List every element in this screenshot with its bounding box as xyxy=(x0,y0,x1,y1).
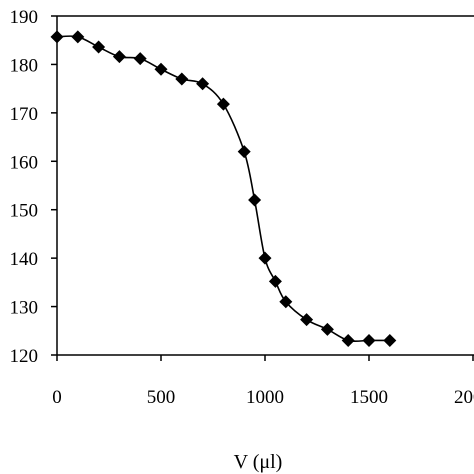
data-point xyxy=(175,72,189,86)
x-tick-label: 1000 xyxy=(246,387,284,408)
x-axis-title: V (μl) xyxy=(234,451,283,473)
x-tick-label: 500 xyxy=(147,387,176,408)
data-point xyxy=(216,97,230,111)
y-tick-label: 190 xyxy=(10,7,39,28)
y-tick-label: 170 xyxy=(10,104,39,125)
data-point xyxy=(279,295,293,309)
data-point xyxy=(300,313,314,327)
data-point xyxy=(341,333,355,347)
data-point xyxy=(50,30,64,44)
data-point xyxy=(258,251,272,265)
ticks: 120 130 140 150 160 170 180 190 0 500 1000 1500 2000 xyxy=(10,7,474,408)
series-layer xyxy=(50,30,397,347)
data-point xyxy=(71,30,85,44)
data-point xyxy=(383,333,397,347)
x-tick-label: 0 xyxy=(52,387,62,408)
data-point xyxy=(268,274,282,288)
y-tick-label: 150 xyxy=(10,201,39,222)
data-point xyxy=(196,77,210,91)
y-tick-label: 140 xyxy=(10,249,39,270)
data-point xyxy=(362,333,376,347)
data-point xyxy=(92,40,106,54)
data-point xyxy=(237,145,251,159)
y-tick-label: 130 xyxy=(10,298,39,319)
data-point xyxy=(248,193,262,207)
data-point xyxy=(320,322,334,336)
y-tick-label: 180 xyxy=(10,55,39,76)
data-point xyxy=(112,50,126,64)
data-point xyxy=(154,62,168,76)
y-tick-label: 160 xyxy=(10,152,39,173)
y-tick-label: 120 xyxy=(10,346,39,367)
x-tick-label: 1500 xyxy=(350,387,388,408)
axes xyxy=(56,15,474,356)
data-point xyxy=(133,52,147,66)
x-tick-label: 2000 xyxy=(454,387,474,408)
series-line xyxy=(56,35,390,343)
